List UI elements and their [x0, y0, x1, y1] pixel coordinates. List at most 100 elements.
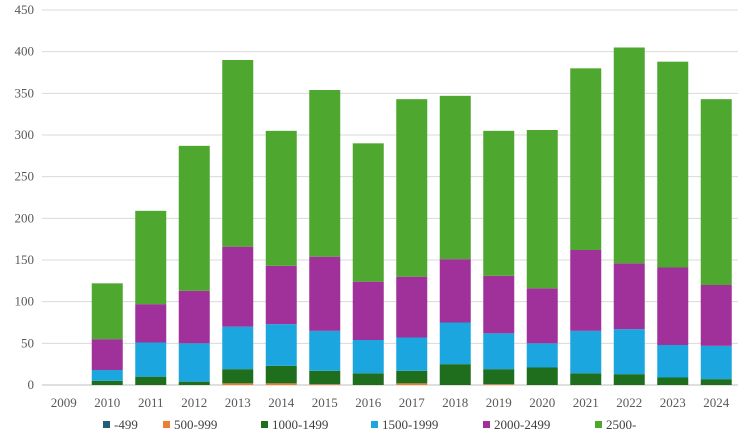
- legend-swatch: [483, 421, 490, 428]
- legend-label: 1500-1999: [382, 417, 438, 432]
- x-tick-label: 2015: [312, 395, 338, 410]
- bar-segment: [483, 333, 515, 370]
- bar-segment: [613, 263, 645, 330]
- bar-segment: [613, 374, 645, 385]
- bar-segment: [700, 285, 732, 346]
- legend-label: 1000-1499: [272, 417, 328, 432]
- bar-segment: [396, 276, 428, 338]
- legend-swatch: [595, 421, 602, 428]
- bar-segment: [135, 210, 167, 305]
- bar-segment: [222, 60, 254, 247]
- y-tick-label: 350: [15, 85, 35, 100]
- x-tick-label: 2009: [51, 395, 77, 410]
- bar-segment: [526, 288, 558, 344]
- y-tick-label: 50: [21, 335, 34, 350]
- legend-swatch: [163, 421, 170, 428]
- legend-swatch: [371, 421, 378, 428]
- bar-segment: [439, 364, 471, 385]
- legend-label: -499: [114, 417, 138, 432]
- bar-segment: [439, 259, 471, 323]
- bar-segment: [439, 95, 471, 260]
- x-tick-label: 2021: [573, 395, 599, 410]
- bar-segment: [309, 330, 341, 371]
- x-tick-label: 2013: [225, 395, 251, 410]
- bar-segment: [91, 339, 123, 370]
- bar-segment: [352, 373, 384, 385]
- bar-segment: [657, 377, 689, 385]
- bar-segment: [483, 384, 515, 385]
- x-tick-label: 2011: [138, 395, 164, 410]
- x-tick-label: 2012: [181, 395, 207, 410]
- bar-segment: [178, 381, 210, 385]
- x-tick-label: 2023: [660, 395, 686, 410]
- bar-segment: [309, 384, 341, 385]
- bar-segment: [396, 99, 428, 277]
- bar-segment: [570, 373, 602, 385]
- bar-segment: [483, 369, 515, 385]
- bar-segment: [222, 246, 254, 327]
- bar-segment: [396, 370, 428, 384]
- bar-segment: [439, 322, 471, 365]
- bar-segment: [222, 326, 254, 370]
- bar-segment: [396, 337, 428, 371]
- bar-segment: [91, 370, 123, 381]
- bar-segment: [700, 379, 732, 385]
- bar-segment: [265, 130, 297, 266]
- y-tick-label: 100: [15, 294, 35, 309]
- bar-segment: [657, 61, 689, 268]
- y-tick-label: 250: [15, 169, 35, 184]
- bar-segment: [700, 99, 732, 286]
- x-tick-label: 2020: [529, 395, 555, 410]
- bar-segment: [135, 304, 167, 343]
- legend-swatch: [103, 421, 110, 428]
- bar-segment: [178, 145, 210, 291]
- bar-segment: [570, 330, 602, 374]
- legend-label: 2500-: [606, 417, 636, 432]
- bar-segment: [526, 367, 558, 385]
- bar-segment: [570, 68, 602, 250]
- bar-segment: [265, 365, 297, 384]
- y-tick-label: 300: [15, 127, 35, 142]
- y-tick-label: 450: [15, 2, 35, 17]
- bar-segment: [526, 130, 558, 289]
- y-tick-label: 0: [28, 377, 35, 392]
- y-tick-label: 200: [15, 210, 35, 225]
- y-tick-label: 400: [15, 44, 35, 59]
- bar-segment: [700, 345, 732, 380]
- bar-segment: [613, 47, 645, 264]
- x-tick-label: 2019: [486, 395, 512, 410]
- bar-segment: [309, 256, 341, 331]
- bar-segment: [657, 345, 689, 378]
- x-tick-label: 2016: [355, 395, 382, 410]
- bar-segment: [352, 340, 384, 374]
- bar-segment: [396, 383, 428, 385]
- bar-segment: [222, 383, 254, 385]
- legend: -499 500-999 1000-1499 1500-1999 2000-2499 25…: [103, 417, 636, 432]
- legend-label: 2000-2499: [494, 417, 550, 432]
- x-tick-label: 2017: [399, 395, 426, 410]
- bar-segment: [483, 275, 515, 334]
- x-tick-label: 2010: [94, 395, 120, 410]
- bar-segment: [135, 342, 167, 377]
- bar-segment: [265, 324, 297, 366]
- x-tick-label: 2018: [442, 395, 468, 410]
- bar-segment: [178, 290, 210, 344]
- x-tick-label: 2024: [703, 395, 730, 410]
- bar-segment: [657, 267, 689, 345]
- bar-segment: [135, 376, 167, 385]
- legend-label: 500-999: [174, 417, 217, 432]
- bar-segment: [570, 250, 602, 331]
- bar-segment: [309, 90, 341, 257]
- x-tick-label: 2014: [268, 395, 295, 410]
- x-tick-label: 2022: [616, 395, 642, 410]
- bar-segment: [91, 283, 123, 340]
- bar-segment: [309, 370, 341, 385]
- y-tick-label: 150: [15, 252, 35, 267]
- bars: [91, 47, 732, 385]
- bar-segment: [91, 380, 123, 385]
- bar-segment: [613, 329, 645, 375]
- bar-segment: [483, 130, 515, 276]
- bar-segment: [222, 369, 254, 384]
